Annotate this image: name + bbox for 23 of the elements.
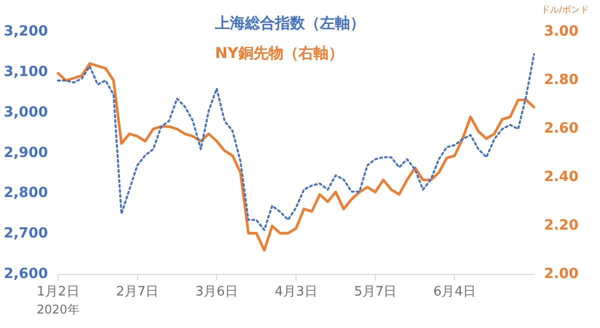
x-tick-label: 1月2日 [36, 284, 80, 300]
y-tick-label: 2,700 [4, 226, 48, 242]
y-tick-label: 2,600 [4, 266, 48, 282]
text: 2020年 [36, 302, 80, 317]
x-tick-label: 2月7日 [116, 284, 159, 300]
y-tick-label: 2,800 [4, 185, 48, 202]
y2-axis-title: ドル/ポンド [540, 5, 590, 16]
y2-tick-label: 3.00 [544, 24, 579, 40]
y2-tick-label: 2.20 [544, 218, 579, 234]
x-tick-label: 4月3日 [274, 284, 318, 300]
y2-tick-label: 2.40 [544, 169, 579, 186]
y2-tick-label: 2.60 [544, 120, 579, 137]
text: NY銅先物（右軸） [215, 44, 344, 62]
y-tick-label: 3,200 [4, 24, 48, 40]
text: 上海総合指数（左軸） [214, 14, 365, 32]
y-tick-label: 3,100 [4, 64, 48, 80]
y2-tick-label: 2.80 [544, 72, 579, 88]
x-tick-label: 3月6日 [195, 284, 238, 300]
y-tick-label: 3,000 [4, 104, 48, 120]
y2-tick-label: 2.00 [544, 266, 579, 282]
x-tick-label: 5月7日 [354, 284, 397, 300]
y-tick-label: 2,900 [4, 144, 48, 161]
x-tick-label: 6月4日 [433, 284, 476, 300]
